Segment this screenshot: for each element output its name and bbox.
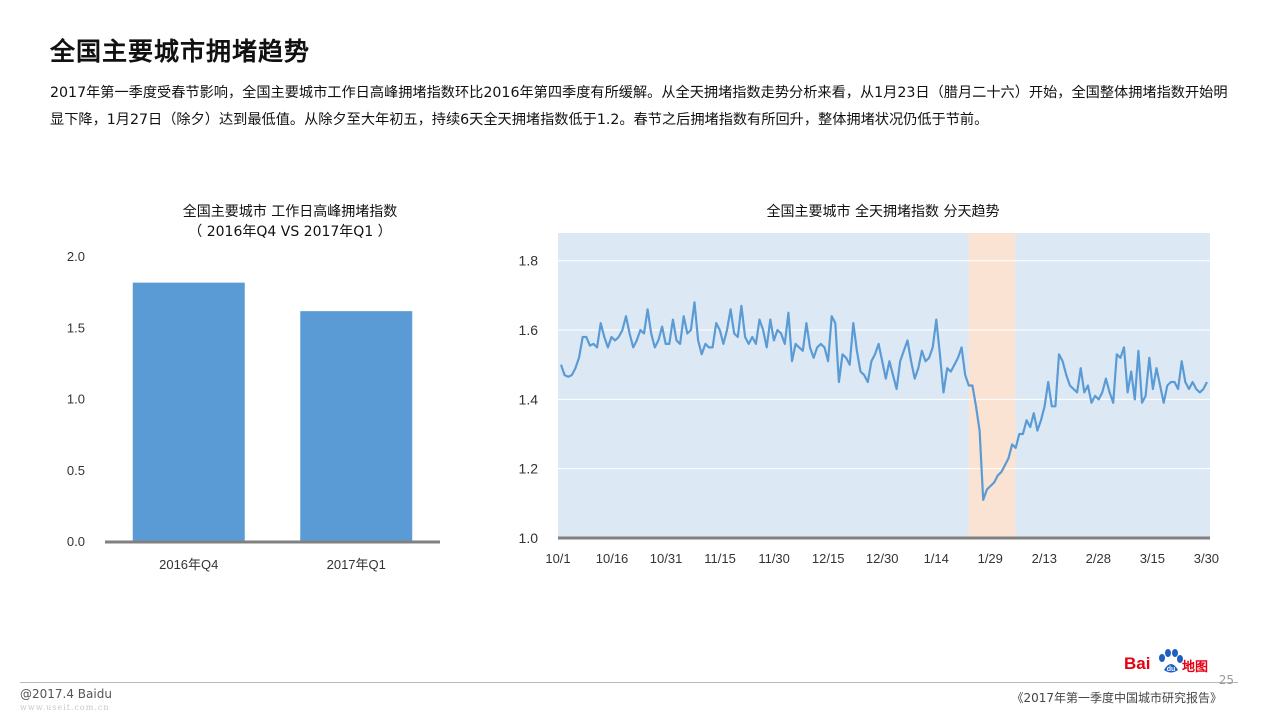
line-x-tick-label: 10/31 xyxy=(650,551,683,566)
line-x-tick-label: 3/15 xyxy=(1140,551,1165,566)
line-y-tick-label: 1.2 xyxy=(519,461,539,477)
bar-y-tick-label: 0.5 xyxy=(67,463,85,478)
bar-x-tick-label: 2017年Q1 xyxy=(327,557,386,572)
bar-y-tick-label: 1.0 xyxy=(67,392,85,407)
line-x-tick-label: 2/28 xyxy=(1086,551,1111,566)
line-y-tick-label: 1.8 xyxy=(519,253,539,269)
line-x-tick-label: 11/30 xyxy=(758,551,790,566)
footer-copyright: @2017.4 Baidu xyxy=(20,687,112,701)
footer-watermark: www.useit.com.cn xyxy=(20,703,110,712)
line-x-tick-label: 1/14 xyxy=(924,551,949,566)
bar-chart-title: 全国主要城市 工作日高峰拥堵指数 xyxy=(182,204,398,220)
bar-y-tick-label: 0.0 xyxy=(67,534,85,549)
line-chart-title-block: 全国主要城市 全天拥堵指数 分天趋势 xyxy=(556,202,1210,222)
line-y-tick-label: 1.4 xyxy=(519,391,539,407)
line-x-tick-label: 10/1 xyxy=(545,551,570,566)
baidu-map-logo: Bai du 地图 xyxy=(1124,648,1214,676)
bar-1 xyxy=(132,282,245,542)
line-x-tick-label: 10/16 xyxy=(596,551,629,566)
line-x-tick-label: 2/13 xyxy=(1032,551,1057,566)
line-x-tick-label: 12/15 xyxy=(812,551,845,566)
page-title: 全国主要城市拥堵趋势 xyxy=(50,37,311,66)
bar-chart: 0.0 0.5 1.0 1.5 2.0 2016年Q4 2017年Q1 xyxy=(67,249,440,572)
paw-icon: du xyxy=(1159,649,1183,673)
series-line xyxy=(559,301,1208,501)
bar-2 xyxy=(300,311,413,542)
page-number: 25 xyxy=(1218,673,1234,687)
line-x-tick-label: 11/15 xyxy=(704,551,736,566)
line-chart-title: 全国主要城市 全天拥堵指数 分天趋势 xyxy=(766,204,1000,220)
line-y-tick-label: 1.6 xyxy=(519,322,539,338)
footer-divider xyxy=(20,682,1238,683)
bar-x-tick-label: 2016年Q4 xyxy=(159,557,218,572)
bar-chart-subtitle: （ 2016年Q4 VS 2017年Q1 ） xyxy=(188,224,392,240)
plot-background xyxy=(558,233,1210,538)
line-x-tick-label: 12/30 xyxy=(866,551,899,566)
logo-text-map: 地图 xyxy=(1182,660,1209,675)
line-y-tick-label: 1.0 xyxy=(519,530,539,546)
bar-y-tick-label: 1.5 xyxy=(67,320,85,335)
line-chart: 1.0 1.2 1.4 1.6 1.8 10/1 10/16 10/31 11/15 11/30 1… xyxy=(519,233,1219,566)
page-description: 2017年第一季度受春节影响，全国主要城市工作日高峰拥堵指数环比2016年第四季… xyxy=(50,85,1228,128)
svg-text:du: du xyxy=(1167,666,1176,673)
line-x-tick-label: 3/30 xyxy=(1194,551,1219,566)
spring-festival-highlight xyxy=(968,233,1016,538)
logo-text-bai: Bai xyxy=(1124,654,1151,673)
footer-report-name: 《2017年第一季度中国城市研究报告》 xyxy=(1011,691,1222,705)
bar-y-tick-label: 2.0 xyxy=(67,249,85,264)
line-x-tick-label: 1/29 xyxy=(978,551,1003,566)
bar-chart-title-block: 全国主要城市 工作日高峰拥堵指数 （ 2016年Q4 VS 2017年Q1 ） xyxy=(110,202,470,242)
